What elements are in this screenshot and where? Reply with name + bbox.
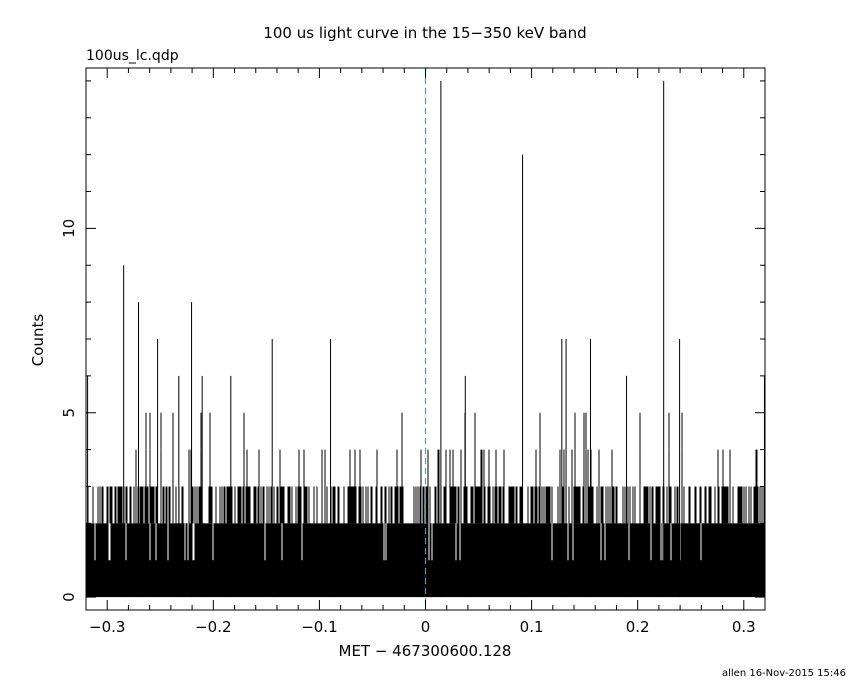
- chart-title: 100 us light curve in the 15−350 keV ban…: [263, 24, 586, 42]
- gap-bins: [94, 523, 702, 561]
- y-tick-label: 0: [60, 592, 78, 602]
- noise-bins-5: [145, 412, 683, 450]
- x-tick-label: −0.1: [301, 618, 337, 636]
- x-tick-label: 0: [421, 618, 431, 636]
- file-label: 100us_lc.qdp: [86, 48, 179, 64]
- noise-bins-4: [135, 449, 758, 487]
- x-tick-label: 0.3: [732, 618, 756, 636]
- x-tick-label: 0.2: [626, 618, 650, 636]
- y-tick-label: 5: [60, 408, 78, 418]
- plot-area: −0.3 −0.2 −0.1 0 0.1 0.2 0.3 0 5 10: [60, 67, 766, 636]
- x-axis-label: MET − 467300600.128: [339, 642, 512, 660]
- x-tick-label: 0.1: [520, 618, 544, 636]
- footer-timestamp: allen 16-Nov-2015 15:46: [722, 668, 846, 679]
- y-axis-label: Counts: [29, 314, 47, 367]
- x-tick-label: −0.2: [195, 618, 231, 636]
- y-tick-label: 10: [60, 219, 78, 238]
- x-tick-label: −0.3: [89, 618, 125, 636]
